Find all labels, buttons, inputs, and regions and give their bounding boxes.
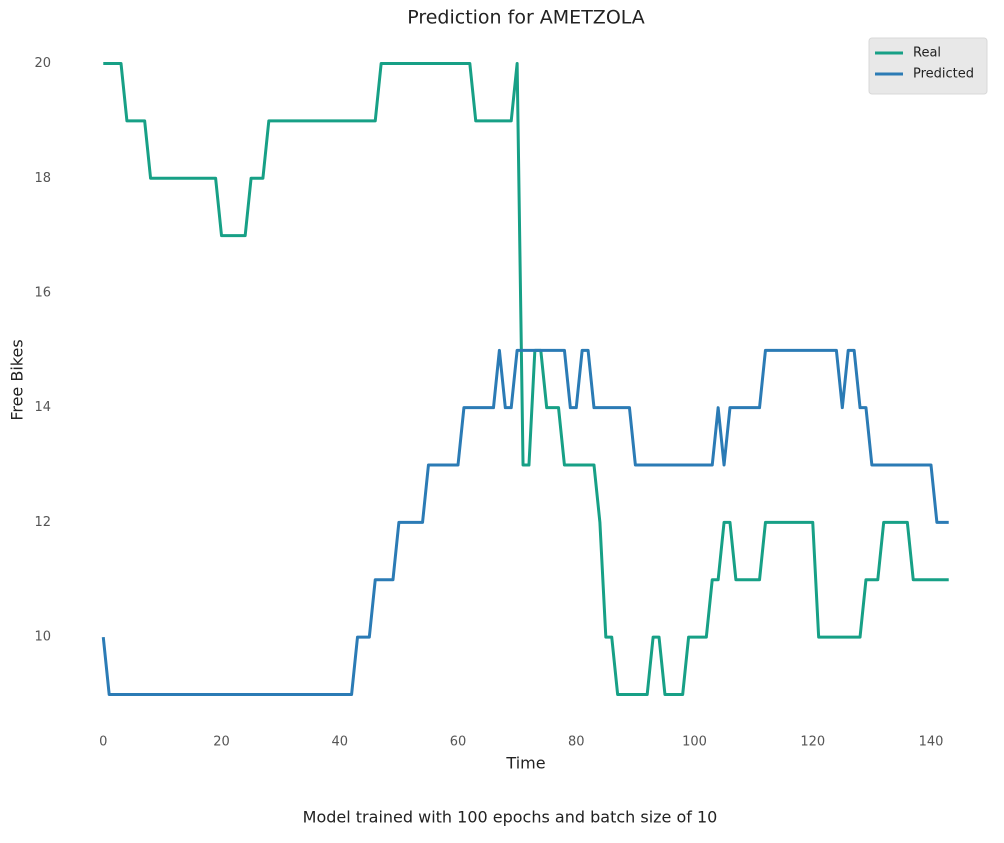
x-axis-label: Time [505,754,545,773]
y-tick-label: 20 [34,56,51,71]
y-tick-label: 10 [34,630,51,645]
legend-label: Predicted [913,67,974,82]
x-tick-label: 140 [919,735,944,750]
chart-title: Prediction for AMETZOLA [407,7,645,29]
y-tick-label: 16 [34,285,51,300]
x-tick-label: 80 [568,735,585,750]
x-tick-label: 40 [331,735,348,750]
caption: Model trained with 100 epochs and batch … [303,808,718,827]
x-tick-label: 120 [800,735,825,750]
x-tick-label: 0 [99,735,107,750]
y-tick-label: 12 [34,515,51,530]
legend-label: Real [913,46,941,61]
y-tick-label: 18 [34,171,51,186]
y-tick-label: 14 [34,400,51,415]
x-tick-label: 20 [213,735,230,750]
line-series [103,62,949,696]
legend: Real Predicted [868,37,988,95]
x-tick-label: 100 [682,735,707,750]
y-axis-label: Free Bikes [8,339,27,420]
line-series [101,348,949,696]
x-tick-label: 60 [450,735,467,750]
